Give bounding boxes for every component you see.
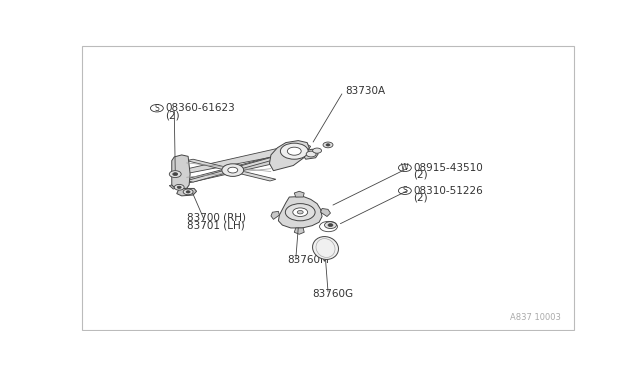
Circle shape	[169, 171, 181, 177]
Polygon shape	[179, 169, 187, 179]
Circle shape	[287, 147, 301, 155]
Text: 83701 (LH): 83701 (LH)	[187, 220, 244, 230]
Circle shape	[312, 148, 321, 153]
Text: S: S	[403, 186, 407, 195]
Text: S: S	[154, 104, 159, 113]
Circle shape	[174, 185, 184, 190]
Polygon shape	[302, 149, 318, 159]
Polygon shape	[187, 158, 276, 182]
Text: W: W	[401, 163, 408, 172]
Polygon shape	[169, 185, 175, 189]
Text: (2): (2)	[413, 170, 428, 180]
Text: 83700 (RH): 83700 (RH)	[187, 213, 246, 223]
Polygon shape	[278, 196, 322, 228]
Polygon shape	[294, 191, 304, 197]
Text: (2): (2)	[165, 110, 180, 121]
Polygon shape	[179, 142, 310, 173]
Text: A837 10003: A837 10003	[510, 314, 561, 323]
Text: 08310-51226: 08310-51226	[413, 186, 483, 196]
Polygon shape	[177, 149, 308, 184]
Circle shape	[186, 191, 190, 193]
Polygon shape	[187, 159, 276, 181]
Text: 83760M: 83760M	[287, 255, 329, 265]
Circle shape	[285, 203, 315, 221]
Circle shape	[323, 142, 333, 148]
Text: (2): (2)	[413, 193, 428, 203]
Circle shape	[228, 167, 237, 173]
Circle shape	[297, 211, 303, 214]
Polygon shape	[321, 208, 330, 217]
Text: 83760G: 83760G	[312, 289, 353, 299]
Circle shape	[183, 189, 193, 195]
Polygon shape	[294, 228, 304, 234]
Circle shape	[324, 222, 337, 228]
Text: 08915-43510: 08915-43510	[413, 163, 483, 173]
Circle shape	[222, 164, 244, 176]
Polygon shape	[269, 141, 309, 171]
Circle shape	[326, 144, 330, 146]
Circle shape	[292, 208, 308, 217]
Text: 08360-61623: 08360-61623	[165, 103, 235, 113]
Polygon shape	[177, 189, 196, 196]
Text: 83730A: 83730A	[346, 86, 385, 96]
Polygon shape	[172, 155, 190, 189]
Circle shape	[280, 143, 308, 159]
Circle shape	[328, 224, 333, 227]
Circle shape	[173, 173, 178, 176]
Ellipse shape	[312, 237, 339, 259]
Polygon shape	[271, 211, 280, 219]
Circle shape	[306, 151, 316, 157]
Circle shape	[177, 186, 181, 189]
